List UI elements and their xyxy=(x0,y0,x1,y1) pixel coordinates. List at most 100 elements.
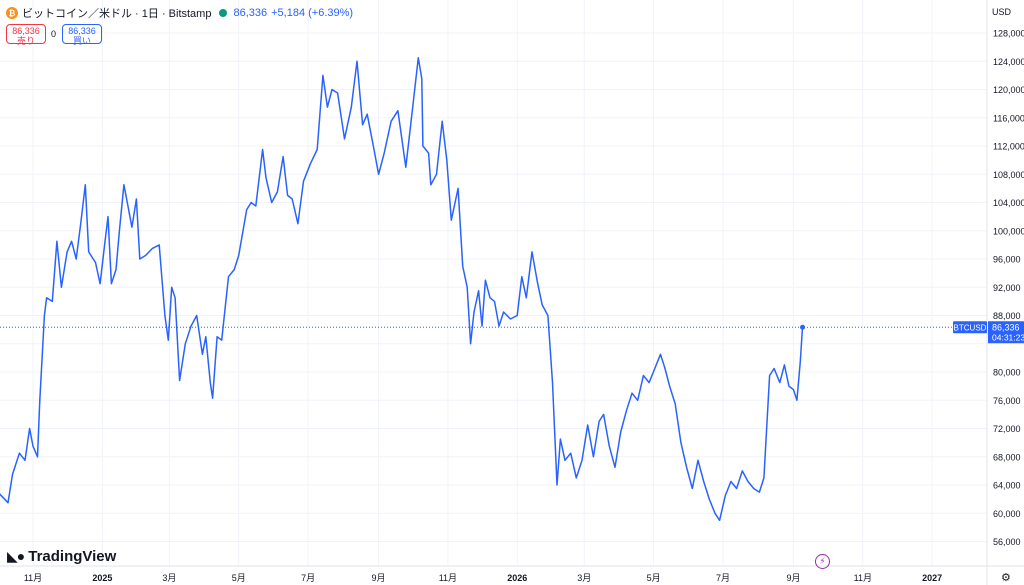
x-tick-label: 7月 xyxy=(301,573,315,583)
price-point xyxy=(796,399,798,401)
price-point xyxy=(799,360,801,362)
price-point xyxy=(417,57,419,59)
price-point xyxy=(493,300,495,302)
price-point xyxy=(637,399,639,401)
sell-button[interactable]: 86,336 売り xyxy=(6,24,46,46)
price-point xyxy=(43,314,45,316)
price-point xyxy=(103,244,105,246)
price-point xyxy=(758,491,760,493)
last-price-marker xyxy=(800,324,806,330)
x-tick-label: 11月 xyxy=(24,573,42,583)
x-tick-label: 11月 xyxy=(854,573,872,583)
price-point xyxy=(531,251,533,253)
market-open-status-icon xyxy=(219,9,228,17)
price-point xyxy=(435,173,437,175)
price-point xyxy=(164,314,166,316)
symbol-header[interactable]: ₿ ビットコイン／米ドル · 1日 · Bitstamp 86,336 +5,1… xyxy=(6,5,353,21)
y-tick-label: 108,000 xyxy=(993,170,1024,180)
x-tick-label: 7月 xyxy=(716,573,730,583)
x-tick-label: 9月 xyxy=(372,573,386,583)
price-point xyxy=(625,410,627,412)
price-point xyxy=(489,297,491,299)
price-point xyxy=(366,113,368,115)
price-point xyxy=(118,230,120,232)
buy-button[interactable]: 86,336 買い xyxy=(62,24,102,46)
price-point xyxy=(131,226,133,228)
tradingview-logo[interactable]: ◣● TradingView xyxy=(7,548,116,565)
price-point xyxy=(51,300,53,302)
chart-grid xyxy=(0,0,987,566)
btcusd-price-line xyxy=(0,56,804,522)
y-tick-label: 56,000 xyxy=(993,537,1021,547)
price-point xyxy=(708,498,710,500)
price-point xyxy=(551,381,553,383)
price-point xyxy=(592,456,594,458)
price-point xyxy=(446,159,448,161)
price-point xyxy=(481,325,483,327)
buy-price: 86,336 xyxy=(68,26,96,36)
price-point xyxy=(126,201,128,203)
price-point xyxy=(631,392,633,394)
lightning-event-icon[interactable]: ⚡ xyxy=(815,554,830,569)
countdown-timer: 04:31:23 xyxy=(992,332,1024,342)
price-point xyxy=(469,343,471,345)
x-tick-label: 9月 xyxy=(786,573,800,583)
x-tick-label: 3月 xyxy=(162,573,176,583)
x-tick-label: 2027 xyxy=(922,573,942,583)
y-tick-label: 72,000 xyxy=(993,424,1021,434)
gear-icon[interactable]: ⚙ xyxy=(1001,572,1011,584)
x-tick-label: 2026 xyxy=(507,573,527,583)
price-point xyxy=(763,477,765,479)
price-point xyxy=(602,413,604,415)
price-point xyxy=(559,438,561,440)
y-tick-label: 128,000 xyxy=(993,29,1024,39)
price-point xyxy=(195,314,197,316)
price-point xyxy=(99,283,101,285)
price-point xyxy=(11,473,13,475)
price-point xyxy=(7,501,9,503)
price-point xyxy=(60,286,62,288)
currency-selector[interactable]: USD xyxy=(992,7,1012,17)
price-point xyxy=(680,441,682,443)
price-point xyxy=(521,275,523,277)
price-point xyxy=(170,286,172,288)
price-point xyxy=(107,215,109,217)
price-point xyxy=(659,353,661,355)
price-point xyxy=(569,452,571,454)
y-tick-label: 68,000 xyxy=(993,452,1021,462)
symbol-title[interactable]: ビットコイン／米ドル · 1日 · Bitstamp xyxy=(22,8,212,20)
price-point xyxy=(356,60,358,62)
price-point xyxy=(430,184,432,186)
price-point xyxy=(24,459,26,461)
x-tick-label: 2025 xyxy=(92,573,112,583)
price-point xyxy=(642,374,644,376)
price-point xyxy=(648,381,650,383)
price-point xyxy=(466,286,468,288)
price-point xyxy=(502,311,504,313)
price-point xyxy=(598,420,600,422)
symbol-tag-background xyxy=(953,321,987,334)
y-tick-label: 96,000 xyxy=(993,255,1021,265)
price-point xyxy=(238,254,240,256)
price-point xyxy=(556,484,558,486)
price-point xyxy=(190,325,192,327)
price-point xyxy=(441,120,443,122)
price-point xyxy=(216,335,218,337)
price-point xyxy=(233,268,235,270)
price-point xyxy=(575,477,577,479)
spread-value: 0 xyxy=(51,29,57,39)
price-point xyxy=(139,258,141,260)
price-point xyxy=(747,480,749,482)
price-point xyxy=(536,283,538,285)
price-point xyxy=(361,124,363,126)
price-point xyxy=(316,148,318,150)
price-point xyxy=(783,364,785,366)
price-point xyxy=(405,166,407,168)
price-point xyxy=(788,385,790,387)
tradingview-logo-icon: ◣● xyxy=(7,548,25,564)
price-point xyxy=(282,155,284,157)
last-price-tag-value: 86,336 xyxy=(992,322,1020,332)
last-price: 86,336 xyxy=(233,7,268,19)
price-point xyxy=(702,480,704,482)
